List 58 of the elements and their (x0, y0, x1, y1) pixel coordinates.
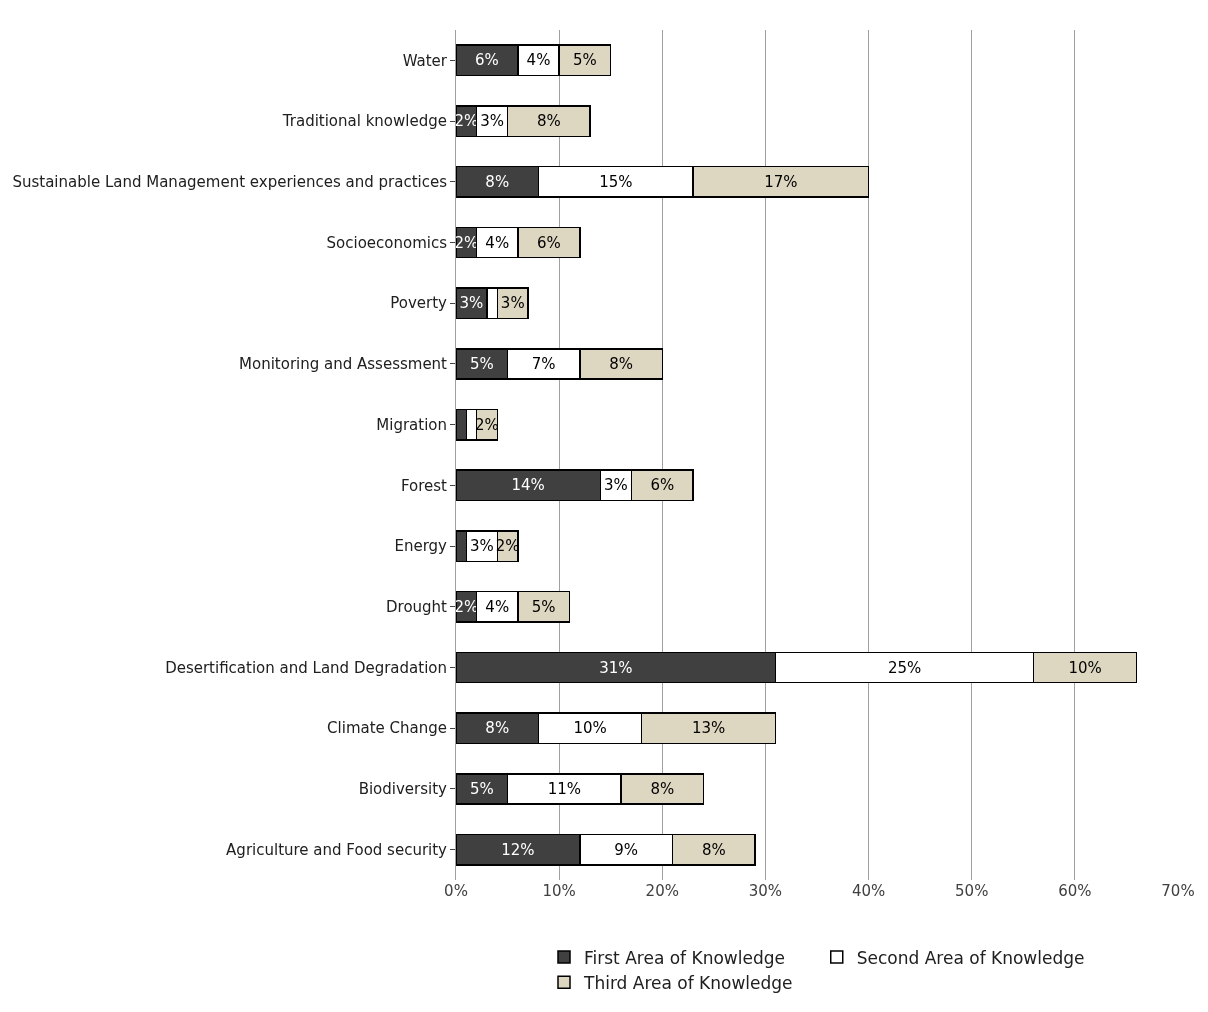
legend-label: Second Area of Knowledge (856, 947, 1085, 968)
x-tick-label: 70% (1161, 882, 1195, 900)
x-tick-label: 60% (1058, 882, 1092, 900)
y-tick-label: Desertification and Land Degradation (165, 658, 447, 677)
y-tick-label: Traditional knowledge (281, 112, 447, 131)
data-label: 3% (459, 294, 484, 313)
x-tick-label: 40% (851, 882, 886, 900)
data-label: 3% (603, 476, 628, 495)
data-label: 10% (1068, 658, 1102, 677)
data-label: 7% (531, 354, 556, 373)
data-label: 8% (485, 172, 510, 191)
y-tick-label: Climate Change (327, 719, 447, 738)
data-label: 14% (511, 476, 545, 495)
data-label: 4% (526, 51, 551, 70)
y-tick-label: Sustainable Land Management experiences and practices (12, 173, 448, 192)
data-label: 6% (536, 233, 561, 252)
data-label: 17% (764, 172, 798, 191)
data-label: 3% (469, 537, 494, 556)
x-tick-label: 0% (444, 882, 468, 900)
data-label: 15% (599, 172, 633, 191)
data-label: 10% (573, 719, 607, 738)
legend-label: First Area of Knowledge (584, 947, 785, 968)
y-tick-label: Poverty (390, 294, 448, 313)
data-label: 9% (614, 840, 639, 859)
y-tick-label: Energy (394, 537, 448, 556)
legend-label: Third Area of Knowledge (583, 972, 793, 993)
data-label: 25% (888, 658, 922, 677)
data-label: 6% (650, 476, 675, 495)
data-label: 12% (501, 840, 535, 859)
x-tick-label: 30% (748, 882, 783, 900)
data-label: 31% (599, 658, 633, 677)
data-label: 8% (609, 354, 633, 373)
x-tick-label: 50% (955, 882, 989, 900)
y-tick-label: Socioeconomics (326, 233, 448, 252)
x-tick-label: 10% (542, 882, 576, 900)
x-tick-label: 20% (645, 882, 679, 900)
data-label: 8% (485, 719, 510, 738)
data-label: 4% (485, 597, 510, 616)
y-tick-label: Monitoring and Assessment (239, 355, 448, 374)
y-tick-label: Drought (386, 598, 448, 617)
data-label: 5% (469, 354, 494, 373)
data-label: 8% (536, 112, 561, 131)
data-label: 8% (701, 840, 726, 859)
data-label: 11% (547, 779, 581, 798)
data-label: 3% (500, 294, 525, 313)
y-tick-label: Water (402, 51, 448, 70)
data-label: 6% (475, 51, 499, 70)
y-tick-label: Biodiversity (358, 780, 448, 799)
data-label: 5% (531, 597, 556, 616)
data-label: 4% (485, 233, 510, 252)
y-tick-label: Agriculture and Food security (226, 840, 448, 859)
y-tick-label: Forest (400, 476, 448, 495)
data-label: 3% (480, 112, 504, 131)
data-label: 5% (573, 51, 597, 70)
y-tick-label: Migration (376, 415, 447, 434)
data-label: 13% (692, 719, 726, 738)
data-label: 8% (650, 779, 675, 798)
data-label: 5% (469, 779, 494, 798)
